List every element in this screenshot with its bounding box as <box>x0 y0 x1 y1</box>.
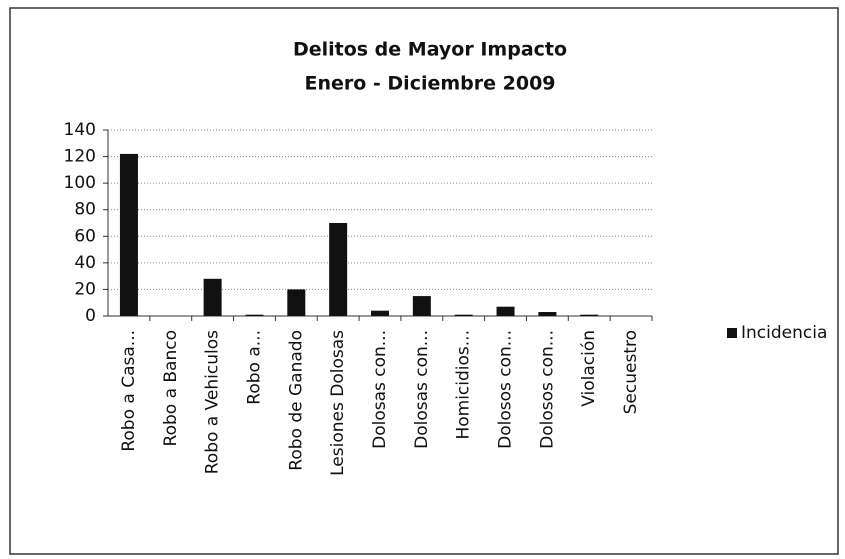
y-tick-label: 120 <box>64 147 96 167</box>
bar <box>119 153 138 316</box>
x-tick-label: Dolosas con... <box>370 330 390 449</box>
x-tick-label: Robo a Casa... <box>119 330 139 452</box>
y-tick-label: 100 <box>64 173 96 193</box>
bar <box>580 314 599 316</box>
legend-label: Incidencia <box>741 323 827 343</box>
y-tick-label: 80 <box>74 200 96 220</box>
bar <box>203 278 222 316</box>
bar <box>496 306 515 316</box>
chart-title: Delitos de Mayor Impacto <box>293 39 567 61</box>
y-tick-label: 20 <box>74 279 96 299</box>
chart-frame <box>9 7 839 555</box>
y-tick-label: 0 <box>85 306 96 326</box>
x-tick-label: Violación <box>579 330 599 407</box>
x-tick-label: Dolosos con... <box>496 330 516 449</box>
bar <box>245 314 264 316</box>
x-tick-label: Dolosas con... <box>412 330 432 449</box>
x-tick-label: Dolosos con... <box>537 330 557 449</box>
x-tick-label: Homicidios... <box>454 330 474 440</box>
y-tick-label: 60 <box>74 226 96 246</box>
x-tick-label: Robo a Banco <box>161 330 181 446</box>
bar <box>454 314 473 316</box>
x-tick-label: Robo a Vehiculos <box>203 330 223 474</box>
x-tick-label: Robo a... <box>244 330 264 405</box>
x-tick-label: Robo de Ganado <box>286 330 306 471</box>
bar <box>371 310 389 316</box>
bar <box>287 289 306 316</box>
y-tick-label: 40 <box>74 253 96 273</box>
bar <box>412 296 431 316</box>
chart-subtitle: Enero - Diciembre 2009 <box>304 73 555 95</box>
y-tick-label: 140 <box>64 120 96 140</box>
x-tick-label: Secuestro <box>621 330 641 414</box>
bar <box>329 223 348 316</box>
legend-swatch <box>727 328 737 338</box>
x-tick-label: Lesiones Dolosas <box>328 330 348 476</box>
bar <box>538 312 557 316</box>
